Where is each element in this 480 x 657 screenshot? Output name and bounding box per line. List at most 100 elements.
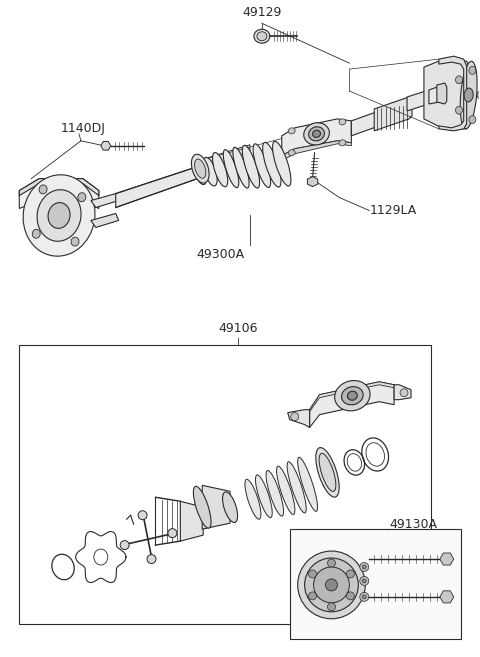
Ellipse shape [203, 158, 217, 186]
Ellipse shape [32, 229, 40, 238]
Polygon shape [429, 86, 440, 104]
Ellipse shape [460, 61, 477, 129]
Ellipse shape [287, 462, 306, 513]
Ellipse shape [48, 202, 70, 229]
Ellipse shape [469, 116, 476, 124]
Polygon shape [288, 410, 310, 428]
Polygon shape [374, 97, 412, 131]
Ellipse shape [313, 567, 349, 603]
Ellipse shape [347, 592, 354, 600]
Ellipse shape [335, 380, 370, 411]
Ellipse shape [362, 579, 366, 583]
Bar [290, 529, 461, 639]
Ellipse shape [223, 492, 238, 522]
Ellipse shape [327, 603, 336, 611]
Ellipse shape [194, 161, 206, 185]
Polygon shape [180, 501, 203, 541]
Ellipse shape [469, 66, 476, 74]
Polygon shape [19, 179, 99, 196]
Text: 49300A: 49300A [196, 248, 244, 261]
Ellipse shape [477, 91, 480, 99]
Polygon shape [202, 486, 230, 529]
Ellipse shape [327, 559, 336, 567]
Bar [19, 345, 431, 623]
Polygon shape [91, 214, 119, 227]
Ellipse shape [253, 144, 271, 187]
Ellipse shape [223, 150, 239, 188]
Ellipse shape [342, 386, 363, 405]
Ellipse shape [400, 389, 408, 397]
Text: 1140DJ: 1140DJ [61, 122, 106, 135]
Ellipse shape [304, 123, 329, 145]
Polygon shape [439, 56, 467, 131]
Ellipse shape [362, 565, 366, 569]
Ellipse shape [312, 130, 321, 137]
Polygon shape [424, 59, 471, 129]
Ellipse shape [288, 150, 295, 156]
Polygon shape [282, 141, 351, 161]
Ellipse shape [233, 147, 249, 188]
Ellipse shape [23, 175, 95, 256]
Polygon shape [310, 382, 394, 412]
Ellipse shape [360, 593, 369, 601]
Polygon shape [437, 83, 447, 104]
Ellipse shape [309, 592, 316, 600]
Polygon shape [407, 90, 429, 111]
Text: 49106: 49106 [218, 322, 258, 335]
Ellipse shape [288, 128, 295, 134]
Ellipse shape [266, 470, 284, 516]
Ellipse shape [298, 551, 365, 619]
Ellipse shape [348, 391, 357, 400]
Ellipse shape [192, 154, 209, 183]
Ellipse shape [242, 145, 260, 188]
Polygon shape [19, 179, 99, 208]
Polygon shape [394, 385, 411, 399]
Ellipse shape [147, 555, 156, 564]
Text: 49130A: 49130A [389, 518, 437, 531]
Ellipse shape [193, 486, 211, 528]
Polygon shape [440, 553, 454, 565]
Ellipse shape [347, 570, 354, 578]
Ellipse shape [298, 457, 318, 511]
Ellipse shape [276, 466, 295, 514]
Polygon shape [307, 177, 318, 187]
Ellipse shape [39, 185, 47, 194]
Text: 1129LA: 1129LA [369, 204, 417, 217]
Ellipse shape [78, 193, 86, 202]
Ellipse shape [325, 579, 337, 591]
Ellipse shape [273, 141, 291, 186]
Ellipse shape [138, 510, 147, 520]
Ellipse shape [168, 529, 177, 537]
Ellipse shape [37, 190, 81, 241]
Ellipse shape [309, 570, 316, 578]
Polygon shape [198, 145, 250, 173]
Ellipse shape [305, 558, 358, 612]
Ellipse shape [360, 576, 369, 585]
Ellipse shape [213, 152, 228, 187]
Ellipse shape [360, 562, 369, 572]
Polygon shape [351, 111, 379, 136]
Ellipse shape [71, 237, 79, 246]
Polygon shape [282, 119, 351, 156]
Text: 49129: 49129 [242, 7, 282, 19]
Ellipse shape [309, 127, 324, 141]
Ellipse shape [263, 143, 281, 187]
Polygon shape [310, 382, 394, 428]
Ellipse shape [456, 106, 463, 114]
Ellipse shape [194, 159, 206, 178]
Ellipse shape [120, 541, 129, 549]
Ellipse shape [255, 475, 272, 518]
Ellipse shape [456, 76, 463, 83]
Polygon shape [440, 591, 454, 603]
Ellipse shape [339, 140, 346, 146]
Ellipse shape [339, 119, 346, 125]
Ellipse shape [257, 32, 267, 41]
Ellipse shape [291, 413, 299, 420]
Polygon shape [101, 141, 111, 150]
Ellipse shape [319, 453, 336, 491]
Polygon shape [116, 166, 200, 208]
Polygon shape [91, 194, 119, 208]
Ellipse shape [316, 447, 339, 497]
Ellipse shape [464, 88, 473, 102]
Ellipse shape [254, 30, 270, 43]
